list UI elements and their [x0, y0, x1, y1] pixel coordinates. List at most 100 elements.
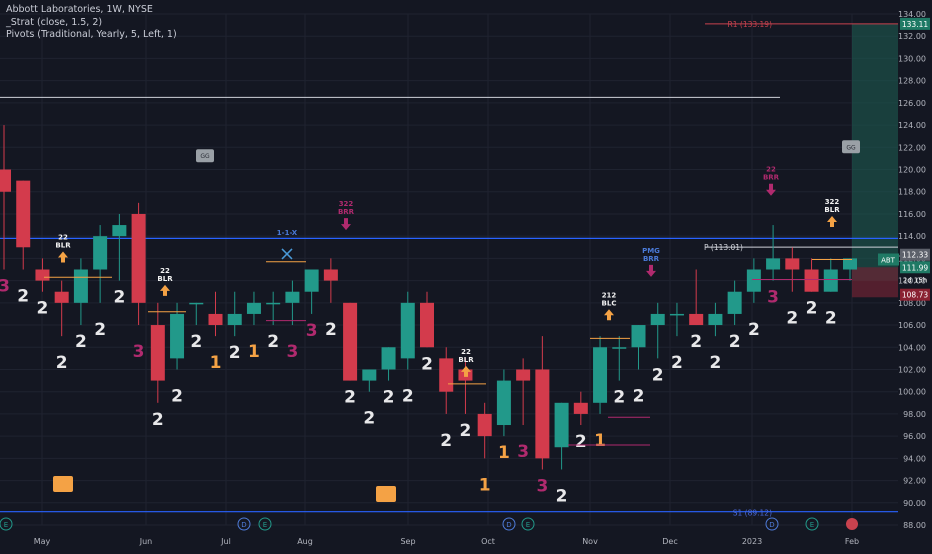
candle-body[interactable] — [304, 269, 319, 292]
candle-body[interactable] — [227, 313, 242, 326]
hammer-icon[interactable] — [376, 486, 396, 502]
candle-body[interactable] — [362, 369, 377, 381]
candle-body[interactable] — [131, 213, 146, 303]
y-axis-tick-label: 94.00 — [903, 454, 926, 463]
candle-body[interactable] — [496, 380, 511, 426]
strat-number: 2 — [37, 299, 49, 319]
candle-body[interactable] — [323, 269, 338, 281]
x-axis-tick-label: 2023 — [742, 537, 762, 546]
candle-body[interactable] — [727, 291, 742, 314]
earnings-marker[interactable] — [521, 517, 535, 531]
strat-number: 2 — [94, 320, 106, 340]
candle-body[interactable] — [266, 302, 281, 305]
y-axis-tick-label: 114.00 — [898, 232, 926, 241]
candle-body[interactable] — [73, 269, 88, 303]
marker-letter: D — [769, 521, 774, 529]
gg-badge[interactable] — [196, 149, 214, 163]
candle-body[interactable] — [189, 302, 204, 305]
y-axis-tick-label: 124.00 — [898, 121, 926, 130]
candle-body[interactable] — [285, 291, 300, 303]
candle-body[interactable] — [420, 302, 434, 348]
strat-number: 3 — [0, 277, 10, 297]
x-axis-tick-label: May — [34, 537, 51, 546]
candle-body[interactable] — [381, 347, 396, 370]
candle-body[interactable] — [612, 347, 627, 349]
x-axis-tick-label: Aug — [297, 537, 313, 546]
gg-badge[interactable] — [842, 140, 860, 154]
strat-number: 1 — [479, 475, 491, 495]
symbol-tag — [878, 253, 899, 266]
candle-body[interactable] — [246, 302, 261, 314]
candle-body[interactable] — [593, 347, 608, 403]
pivot-p-label: P (113.01) — [704, 243, 743, 252]
candle-body[interactable] — [170, 313, 185, 359]
earnings-marker[interactable] — [805, 517, 819, 531]
strat-number: 2 — [556, 486, 568, 506]
y-axis-tick-label: 110.00 — [898, 277, 926, 286]
strat-number: 2 — [690, 332, 702, 352]
candle-body[interactable] — [554, 402, 569, 448]
earnings-marker[interactable] — [258, 517, 272, 531]
pivot-r1-label: R1 (133.19) — [728, 20, 773, 29]
cross-icon — [281, 248, 293, 260]
candle-body[interactable] — [477, 413, 492, 437]
price-countdown: 2d 15h — [903, 276, 927, 284]
setup-label: PMG — [642, 247, 660, 255]
candle-body[interactable] — [631, 325, 646, 348]
stop-zone — [852, 267, 898, 298]
indicator-pivots-label[interactable]: Pivots (Traditional, Yearly, 5, Left, 1) — [6, 29, 177, 40]
candle-body[interactable] — [669, 313, 684, 316]
strat-number: 2 — [786, 309, 798, 329]
pivot-s1-label: S1 (89.12) — [733, 509, 772, 518]
y-axis-tick-label: 98.00 — [903, 410, 926, 419]
candle-body[interactable] — [150, 325, 165, 381]
candle-body[interactable] — [708, 313, 723, 326]
candle-body[interactable] — [112, 225, 127, 237]
candle-body[interactable] — [208, 313, 223, 326]
candle-body[interactable] — [54, 291, 69, 303]
split-marker-icon[interactable] — [846, 518, 858, 530]
candle-body[interactable] — [535, 369, 550, 459]
candle-body[interactable] — [746, 269, 761, 292]
candle-body[interactable] — [766, 258, 781, 270]
setup-label: 22 — [766, 166, 776, 174]
marker-letter: D — [506, 521, 511, 529]
candle-body[interactable] — [0, 169, 11, 192]
marker-letter: E — [4, 521, 8, 529]
candle-body[interactable] — [650, 313, 665, 326]
strat-number: 2 — [709, 353, 721, 373]
arrow-up-icon — [58, 251, 68, 263]
candle-body[interactable] — [93, 236, 108, 270]
strat-number: 3 — [306, 321, 318, 341]
earnings-marker[interactable] — [0, 517, 13, 531]
candle-body[interactable] — [35, 269, 50, 281]
x-axis-tick-label: Feb — [845, 537, 859, 546]
indicator-strat-label[interactable]: _Strat (close, 1.5, 2) — [6, 17, 103, 28]
candle-body[interactable] — [785, 258, 800, 270]
dividend-marker[interactable] — [502, 517, 516, 531]
hammer-icon[interactable] — [53, 476, 73, 492]
candle-body[interactable] — [573, 402, 588, 414]
dividend-marker[interactable] — [237, 517, 251, 531]
candle-body[interactable] — [823, 269, 838, 292]
candle-body[interactable] — [516, 369, 531, 381]
candle-body[interactable] — [400, 302, 415, 359]
candle-body[interactable] — [689, 313, 704, 326]
y-axis-tick-label: 100.00 — [898, 388, 926, 397]
setup-label: 22 — [160, 267, 170, 275]
candle-body[interactable] — [343, 302, 358, 381]
setup-label: BRR — [763, 174, 780, 182]
strat-number: 2 — [440, 431, 452, 451]
dividend-marker[interactable] — [765, 517, 779, 531]
setup-label: 212 — [602, 291, 617, 299]
candle-body[interactable] — [439, 358, 454, 392]
y-axis-tick-label: 120.00 — [898, 166, 926, 175]
candle-body[interactable] — [16, 180, 31, 248]
candle-body[interactable] — [843, 258, 857, 270]
candle-body[interactable] — [804, 269, 819, 292]
y-axis-tick-label: 128.00 — [898, 77, 926, 86]
y-axis-tick-label: 122.00 — [898, 143, 926, 152]
strat-number: 2 — [633, 386, 645, 406]
